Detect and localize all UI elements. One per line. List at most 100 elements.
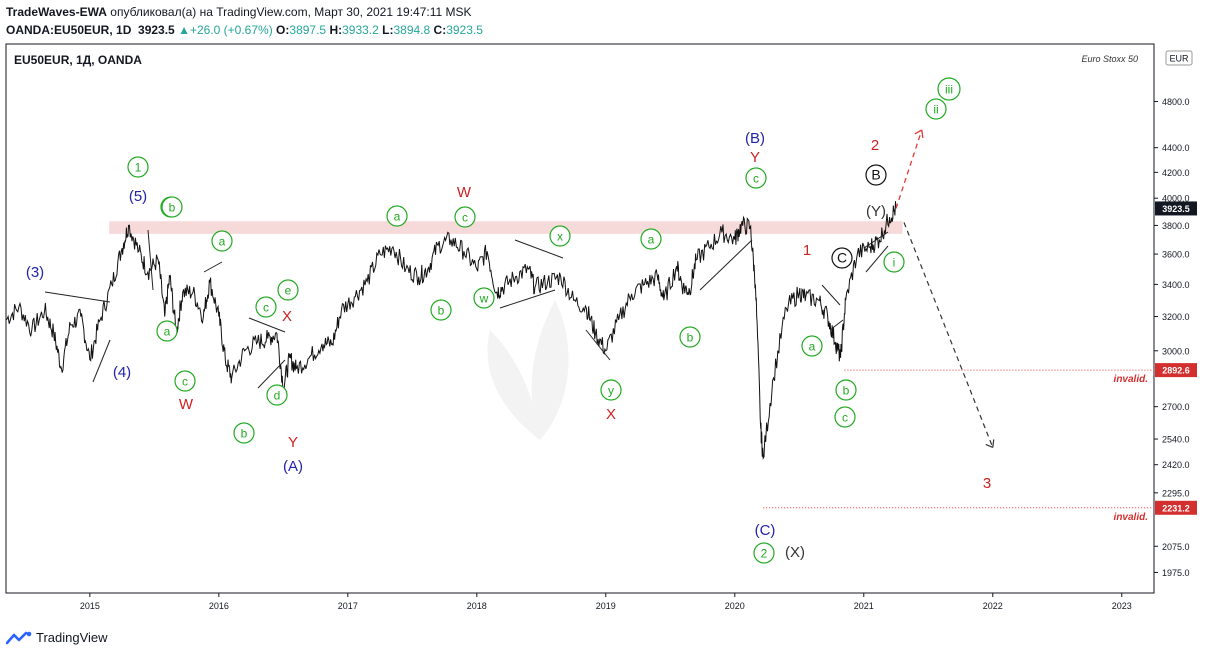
- wave-label: (5): [129, 188, 147, 205]
- wave-label-circle: [745, 167, 767, 189]
- wave-label-circle: [883, 251, 905, 273]
- wave-label-circle: [233, 422, 255, 444]
- currency-badge: [1165, 50, 1193, 66]
- price-tag-label: 3923.5: [1162, 204, 1190, 214]
- wave-label: a: [648, 233, 655, 247]
- wave-label: y: [608, 384, 614, 398]
- low-label: L:: [382, 23, 394, 37]
- wave-label: b: [241, 427, 248, 441]
- wave-label: W: [179, 396, 194, 413]
- tradingview-logo-icon: [6, 631, 32, 644]
- wave-label: Y: [750, 149, 760, 166]
- wave-label: X: [282, 308, 292, 325]
- price-tag-label: 2892.6: [1162, 366, 1190, 376]
- wave-label: c: [462, 211, 468, 225]
- wave-label-circle: [454, 206, 476, 228]
- x-tick-label: 2018: [467, 601, 487, 611]
- wave-label-circle: [161, 196, 183, 218]
- wave-label: iii: [945, 83, 953, 97]
- wave-label: d: [274, 389, 281, 403]
- trend-line: [92, 339, 111, 383]
- wave-label: 3: [983, 475, 991, 492]
- invalidation-label: invalid.: [1114, 512, 1148, 523]
- tradingview-brand[interactable]: TradingView: [36, 630, 108, 645]
- trend-line: [147, 229, 154, 291]
- x-tick-label: 2022: [983, 601, 1003, 611]
- projection-up-line: [895, 129, 923, 209]
- close-value: 3923.5: [446, 23, 483, 37]
- x-tick-label: 2015: [80, 601, 100, 611]
- price-tag: [1155, 500, 1197, 515]
- y-tick-label: 3600.0: [1162, 250, 1190, 260]
- trend-line: [514, 239, 564, 259]
- wave-label: c: [842, 411, 848, 425]
- wave-label-circle: [430, 299, 452, 321]
- wave-label-circle: [831, 247, 853, 269]
- wave-label: (4): [113, 364, 131, 381]
- y-tick-label: 1975.0: [1162, 568, 1190, 578]
- invalidation-label: invalid.: [1114, 374, 1148, 385]
- open-label: O:: [276, 23, 290, 37]
- author-name[interactable]: TradeWaves-EWA: [6, 5, 107, 19]
- trend-line: [203, 261, 223, 273]
- watermark-leaf-icon: [487, 300, 569, 440]
- trend-line: [257, 359, 286, 389]
- wave-label: c: [263, 301, 269, 315]
- wave-label-circle: [834, 406, 856, 428]
- y-tick-label: 4800.0: [1162, 97, 1190, 107]
- wave-label-circle: [801, 335, 823, 357]
- change-arrow-icon: ▲: [178, 23, 190, 37]
- high-value: 3933.2: [342, 23, 379, 37]
- wave-label: (X): [785, 544, 805, 561]
- wave-label-circle: [473, 287, 495, 309]
- wave-label-circle: [865, 164, 887, 186]
- wave-label: a: [219, 235, 226, 249]
- wave-label-circle: [925, 98, 947, 120]
- wave-label-circle: [640, 228, 662, 250]
- wave-label: c: [182, 375, 188, 389]
- trend-line: [699, 239, 753, 291]
- wave-label: c: [753, 172, 759, 186]
- trend-line: [821, 284, 841, 306]
- wave-label-circle: [156, 320, 178, 342]
- wave-label: w: [479, 292, 489, 306]
- wave-label: a: [809, 340, 816, 354]
- wave-label: b: [438, 304, 445, 318]
- wave-label: B: [871, 167, 880, 183]
- wave-label: 1: [135, 161, 142, 175]
- projection-up-arrowhead: [914, 129, 924, 138]
- x-tick-label: 2016: [209, 601, 229, 611]
- wave-label-circle: [679, 326, 701, 348]
- publish-info: TradeWaves-EWA опубликовал(а) на Trading…: [6, 5, 472, 19]
- wave-label-circle: [127, 156, 149, 178]
- published-text: опубликовал(а) на TradingView.com, Март …: [110, 5, 472, 19]
- price-change: +26.0 (+0.67%): [189, 23, 273, 37]
- wave-label: 2: [871, 137, 879, 154]
- trend-line: [248, 317, 286, 333]
- wave-label-circle: [600, 379, 622, 401]
- y-tick-label: 3800.0: [1162, 221, 1190, 231]
- wave-label-circle: [211, 230, 233, 252]
- x-tick-label: 2020: [725, 601, 745, 611]
- y-tick-label: 4400.0: [1162, 143, 1190, 153]
- open-value: 3897.5: [289, 23, 327, 37]
- projection-down-line: [903, 222, 994, 448]
- x-tick-label: 2021: [854, 601, 874, 611]
- x-tick-label: 2017: [338, 601, 358, 611]
- price-tag-label: 2231.2: [1162, 503, 1190, 513]
- close-label: C:: [433, 23, 447, 37]
- wave-label-circle: [549, 225, 571, 247]
- y-tick-label: 3000.0: [1162, 346, 1190, 356]
- chart-watermark-text: Euro Stoxx 50: [1081, 54, 1138, 64]
- y-tick-label: 4200.0: [1162, 168, 1190, 178]
- symbol-info: OANDA:EU50EUR, 1D 3923.5 ▲+26.0 (+0.67%)…: [6, 23, 483, 37]
- x-tick-label: 2019: [596, 601, 616, 611]
- wave-label-circle: [937, 77, 961, 101]
- y-tick-label: 2700.0: [1162, 402, 1190, 412]
- wave-label-circle: [255, 296, 277, 318]
- wave-label: a: [394, 210, 401, 224]
- wave-label: ii: [933, 103, 938, 117]
- trend-line: [44, 291, 111, 303]
- wave-label: (A): [283, 458, 303, 475]
